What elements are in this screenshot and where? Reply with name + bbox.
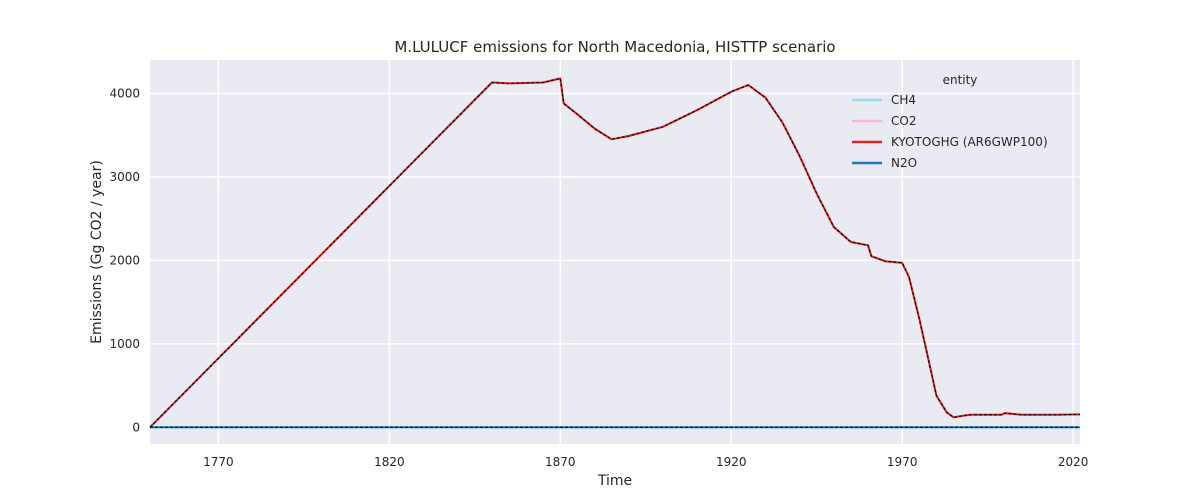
x-tick-label: 2020: [1058, 455, 1089, 469]
plot-area: [150, 60, 1080, 444]
legend: entity CH4 CO2 KYOTOGHG (AR6GWP100) N2O: [852, 73, 1048, 170]
y-tick-label: 1000: [109, 337, 140, 351]
y-tick-label: 2000: [109, 253, 140, 267]
y-tick-label: 3000: [109, 170, 140, 184]
x-tick-label: 1820: [374, 455, 405, 469]
y-tick-label: 0: [132, 420, 140, 434]
series-line-kyotoghg-ar6gwp100: [149, 77, 1081, 429]
chart-title: M.LULUCF emissions for North Macedonia, …: [394, 38, 835, 56]
legend-label: CH4: [891, 93, 916, 107]
series-layer: [149, 77, 1081, 429]
x-axis-label: Time: [597, 473, 632, 489]
x-tick-label: 1920: [716, 455, 747, 469]
legend-title: entity: [943, 73, 978, 87]
y-tick-label: 4000: [109, 86, 140, 100]
x-tick-label: 1770: [203, 455, 234, 469]
x-tick-label: 1870: [545, 455, 576, 469]
tick-labels: 1770 1820 1870 1920 1970 2020 0 1000 2000 3000 400…: [109, 86, 1088, 469]
legend-label: CO2: [891, 114, 916, 128]
y-axis-label: Emissions (Gg CO2 / year): [89, 160, 105, 344]
legend-label: KYOTOGHG (AR6GWP100): [891, 135, 1048, 149]
x-tick-label: 1970: [887, 455, 918, 469]
legend-label: N2O: [891, 156, 917, 170]
